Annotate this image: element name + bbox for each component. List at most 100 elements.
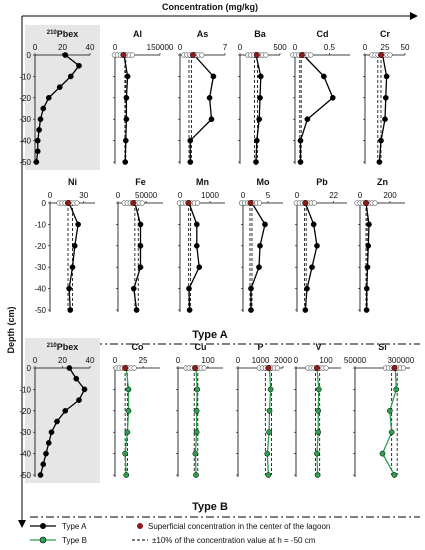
ba-profile-line: [255, 54, 262, 163]
al-point-2: [123, 94, 130, 101]
si-point-3: [388, 429, 395, 436]
cu-point-4: [192, 450, 199, 457]
al-point-4: [122, 137, 129, 144]
cd-surface-open-5: [308, 52, 314, 58]
zn-superficial-marker: [363, 199, 370, 206]
mo-point-3: [256, 264, 262, 271]
ni-surface-open-5: [74, 200, 80, 206]
ba-point-4: [253, 137, 260, 144]
si-superficial-marker: [391, 365, 398, 372]
pb-point-1: [310, 221, 317, 228]
si-point-4: [379, 450, 386, 457]
210pbex-a-point-1: [76, 62, 82, 69]
cu-point-3: [193, 429, 200, 436]
210pbex-b-title: 210Pbex: [47, 342, 79, 352]
210pbex-a-point-8: [34, 137, 41, 144]
210pbex-b-y-tick-label-5: -50: [19, 471, 31, 480]
si-profile-line: [381, 367, 397, 476]
210pbex-b-point-1: [73, 375, 80, 382]
al-x-tick-label-1: 150000: [147, 43, 174, 52]
ba-superficial-marker: [253, 52, 260, 59]
mn-point-3: [196, 264, 203, 271]
p-x-tick-label-1: 1000: [252, 356, 270, 365]
si-point-1: [393, 386, 400, 393]
cu-point-5: [193, 472, 199, 478]
mo-profile-line: [250, 202, 266, 310]
al-profile-line: [123, 54, 129, 163]
as-point-3: [208, 116, 215, 123]
mo-x-tick-label-1: 5: [266, 191, 271, 200]
pb-point-5: [302, 307, 309, 313]
mn-superficial-marker: [185, 199, 192, 206]
210pbex-a-point-4: [45, 94, 52, 101]
ni-profile-line: [68, 202, 79, 311]
210pbex-b-x-tick-label-1: 20: [58, 356, 67, 365]
ni-point-1: [75, 221, 81, 228]
fe-point-2: [137, 242, 144, 249]
zn-point-2: [365, 242, 372, 249]
cd-point-1: [321, 73, 327, 80]
210pbex-a-x-tick-label-2: 40: [86, 43, 95, 52]
210pbex-b-y-tick-label-4: -40: [19, 450, 31, 459]
210pbex-b-point-0: [66, 365, 73, 371]
zn-x-tick-label-0: 0: [358, 191, 363, 200]
210pbex-b-title-main: Pbex: [57, 342, 79, 352]
cr-profile-line: [378, 54, 388, 163]
210pbex-a-y-tick-label-2: -20: [19, 94, 31, 103]
al-point-5: [122, 159, 129, 165]
legend-superficial-marker: [137, 523, 143, 529]
p-surface-open-5: [274, 365, 280, 371]
v-x-tick-label-1: 100: [319, 356, 333, 365]
concentration-axis-label: Concentration (mg/kg): [162, 2, 258, 12]
210pbex-b-y-tick-label-3: -30: [19, 428, 31, 437]
depth-arrow: [18, 520, 26, 528]
210pbex-a-y-tick-label-4: -40: [19, 137, 31, 146]
210pbex-b-point-4: [62, 407, 69, 414]
pb-x-tick-label-1: 22: [329, 191, 338, 200]
210pbex-a-point-2: [67, 73, 74, 80]
v-point-2: [315, 407, 322, 414]
p-profile-line: [266, 367, 272, 476]
mo-point-4: [248, 285, 254, 292]
210pbex-a-title: 210Pbex: [47, 29, 79, 39]
ni-x-tick-label-0: 0: [48, 191, 53, 200]
legend: Type A Type B Superficial concentration …: [30, 522, 330, 545]
type-b-label: Type B: [192, 501, 228, 513]
ni-point-3: [69, 264, 76, 271]
cr-point-3: [382, 116, 388, 123]
zn-point-1: [366, 221, 372, 228]
zn-point-4: [363, 285, 370, 292]
ba-point-5: [253, 159, 259, 165]
as-x-tick-label-0: 0: [178, 43, 183, 52]
si-surface-open-5: [400, 365, 407, 371]
fe-title: Fe: [135, 177, 146, 187]
mn-surface-open-5: [194, 200, 200, 206]
mo-point-5: [248, 307, 254, 313]
co-superficial-marker: [122, 365, 129, 372]
mn-x-tick-label-0: 0: [178, 191, 183, 200]
fe-x-tick-label-0: 0: [116, 191, 121, 200]
ba-x-tick-label-1: 500: [273, 43, 287, 52]
cr-title: Cr: [380, 29, 390, 39]
210pbex-a-x-tick-label-0: 0: [33, 43, 38, 52]
p-superficial-marker: [265, 365, 272, 372]
cr-x-tick-label-0: 0: [363, 43, 368, 52]
zn-profile-line: [365, 202, 370, 311]
210pbex-b-point-9: [40, 461, 47, 468]
as-point-2: [206, 94, 213, 101]
legend-type-a-text: Type A: [62, 522, 87, 531]
cd-profile-line: [299, 54, 334, 162]
fe-superficial-marker: [130, 199, 137, 206]
al-point-1: [124, 73, 131, 80]
mn-title: Mn: [196, 177, 209, 187]
al-point-3: [123, 116, 130, 123]
ni-point-4: [66, 285, 72, 292]
mo-title: Mo: [257, 177, 270, 187]
cr-point-2: [382, 94, 389, 101]
co-point-4: [122, 450, 128, 457]
cr-x-tick-label-1: 25: [381, 43, 390, 52]
cd-x-tick-label-1: 0.5: [324, 43, 336, 52]
cu-superficial-marker: [192, 365, 199, 372]
